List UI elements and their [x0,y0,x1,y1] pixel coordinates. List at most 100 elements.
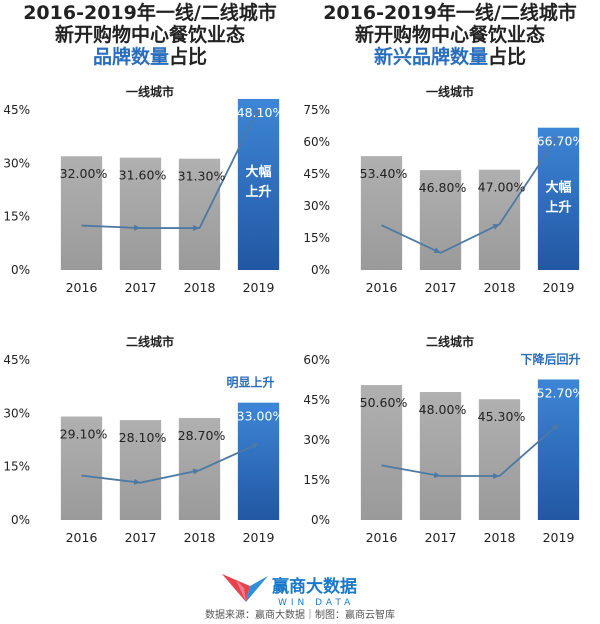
x-tick-label: 2016 [366,530,398,545]
trend-arrowhead [134,224,141,231]
annotation-text: 下降后回升 [520,351,580,366]
value-label: 46.80% [419,180,467,195]
bar [60,416,103,520]
value-label: 47.00% [478,180,526,195]
left-headline-line2: 新开购物中心餐饮业态 [54,24,245,46]
y-tick-label: 0% [11,263,30,277]
x-tick-label: 2016 [66,530,98,545]
trend-arrowhead [552,135,559,143]
bar [119,420,162,520]
value-label: 28.70% [178,428,226,443]
x-tick-label: 2017 [125,280,157,295]
chart-title: 二线城市 [126,334,174,349]
bar [478,169,521,270]
x-tick-label: 2018 [484,280,516,295]
y-tick-label: 45% [3,353,30,367]
value-label: 33.00% [237,409,285,424]
bar [419,392,462,520]
trend-arrowhead [433,471,441,478]
bar [360,385,403,520]
bar [360,156,403,270]
x-tick-label: 2019 [243,530,275,545]
y-tick-label: 0% [311,263,330,277]
y-tick-label: 45% [303,167,330,181]
y-tick-label: 30% [303,199,330,213]
trend-line [381,423,560,477]
trend-arrowhead [551,424,559,431]
x-tick-label: 2019 [543,530,575,545]
x-tick-label: 2018 [184,530,216,545]
bar [178,158,221,270]
x-tick-label: 2016 [366,280,398,295]
right-headline-line3: 新兴品牌数量占比 [300,46,600,68]
value-label: 31.30% [178,169,226,184]
left-headline-suffix: 占比 [169,46,208,68]
y-tick-label: 15% [3,460,30,474]
chart-tier1-new-brand-share: 一线城市 0% 15% 30% 45% 60% 75% 53.40% 46.80% 47.00% 6… [303,84,585,295]
trend-arrowhead [493,472,500,480]
y-tick-label: 15% [3,210,30,224]
right-headline-suffix: 占比 [488,46,527,68]
value-label: 66.70% [537,134,585,149]
chart-title: 一线城市 [126,84,174,99]
y-tick-label: 30% [3,156,30,170]
trend-arrowhead [133,478,141,485]
logo-mark-blue [246,576,268,602]
left-headline-line3: 品牌数量占比 [0,46,300,68]
value-label: 28.10% [119,430,167,445]
trend-arrowhead [193,224,200,232]
y-tick-label: 15% [303,473,330,487]
bar [178,417,221,520]
highlight-bar [537,379,580,520]
x-tick-label: 2019 [243,280,275,295]
source-note: 数据来源：赢商大数据｜制图：赢商云智库 [205,610,395,621]
value-label: 52.70% [537,385,585,400]
logo-mark-pink [236,580,246,602]
x-tick-label: 2019 [543,280,575,295]
bar [60,156,103,270]
chart-tier1-brand-share: 一线城市 0% 15% 30% 45% 32.00% 31.60% 31.30% 48.10% 大… [3,84,285,295]
left-headline-emphasis: 品牌数量 [92,46,169,68]
right-headline: 2016-2019年一线/二线城市 新开购物中心餐饮业态 新兴品牌数量占比 [300,2,600,68]
chart-tier2-brand-share: 二线城市 0% 15% 30% 45% 29.10% 28.10% 28.70% 33.00% 明… [3,334,285,545]
left-headline-line1: 2016-2019年一线/二线城市 [23,2,277,24]
trend-arrowhead [251,443,259,449]
value-label: 45.30% [478,409,526,424]
highlight-bar [537,127,580,270]
right-headline-line2: 新开购物中心餐饮业态 [354,24,545,46]
value-label: 53.40% [360,166,408,181]
trend-arrowhead [252,108,259,116]
annotation-text: 明显上升 [226,375,274,390]
y-tick-label: 75% [303,103,330,117]
annotation-text: 大幅 [245,164,271,180]
right-headline-line1: 2016-2019年一线/二线城市 [323,2,577,24]
x-tick-label: 2018 [484,530,516,545]
trend-arrowhead [492,224,500,230]
y-tick-label: 45% [303,393,330,407]
chart-title: 一线城市 [426,84,474,99]
y-tick-label: 0% [11,513,30,527]
bar [478,399,521,520]
value-label: 29.10% [60,427,108,442]
trend-line [81,107,260,229]
annotation-text: 上升 [245,184,271,200]
logo-text-cn: 赢商大数据 [272,576,357,597]
annotation-text: 上升 [545,200,571,216]
trend-line [381,135,560,254]
logo-mark-red [222,574,250,602]
value-label: 48.00% [419,402,467,417]
x-tick-label: 2016 [66,280,98,295]
logo-text-en: WIN DATA [278,598,354,608]
chart-tier2-new-brand-share: 二线城市 0% 15% 30% 45% 60% 50.60% 48.00% 45.30% 52.7… [303,334,585,545]
trend-line [81,442,259,484]
y-tick-label: 0% [311,513,330,527]
x-tick-label: 2017 [425,530,457,545]
trend-arrowhead [433,247,441,254]
y-tick-label: 60% [303,353,330,367]
value-label: 48.10% [237,105,285,120]
value-label: 50.60% [360,395,408,410]
x-tick-label: 2017 [125,530,157,545]
value-label: 31.60% [119,168,167,183]
x-tick-label: 2018 [184,280,216,295]
right-headline-emphasis: 新兴品牌数量 [373,46,488,68]
